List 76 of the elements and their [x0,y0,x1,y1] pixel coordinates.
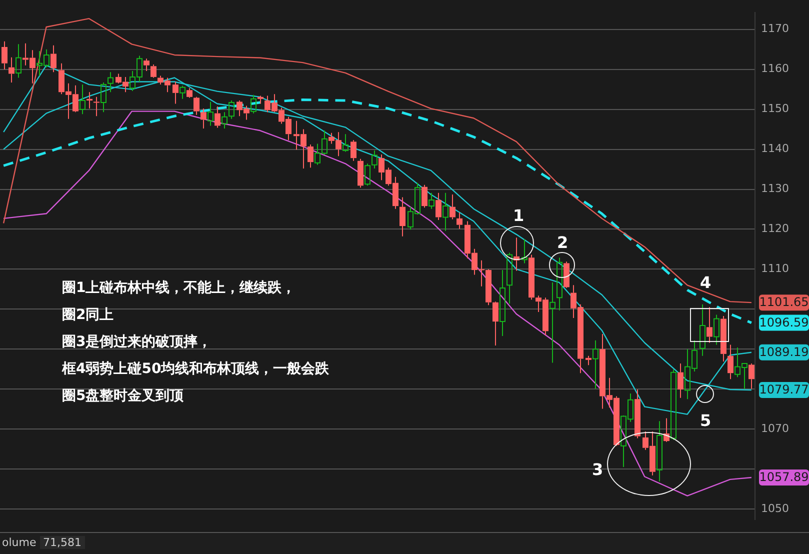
y-tick-label: 1160 [761,62,789,76]
candlestick [350,140,356,162]
candlestick [8,56,14,84]
candlestick [486,268,492,306]
candlestick [456,212,462,230]
data-label: 1101.65 [759,295,809,310]
candlestick [108,72,114,93]
annotation: 5 [700,411,712,430]
candlestick [86,92,92,110]
annotation: 框4弱势上碰50均线和布林顶线，一般会跌 [62,360,330,378]
candlestick [222,112,228,130]
candlestick [678,363,684,398]
candlestick [492,301,498,346]
candlestick [258,95,264,104]
candlestick [506,252,512,304]
annotation: 4 [700,273,712,292]
y-tick-label: 1120 [761,222,789,236]
text: 71,581 [40,536,84,549]
candlestick [700,304,706,356]
y-tick-label: 1130 [761,182,789,196]
candlestick [634,389,640,439]
candlestick [706,306,712,344]
candlestick [342,134,348,152]
candlestick [528,254,534,300]
candlestick [80,84,86,115]
data-label: 1057.89 [759,470,809,484]
candlestick [586,355,592,366]
candlestick [186,88,192,98]
annotation: 圈1上碰布林中线，不能上，继续跌， [62,279,296,297]
candlestick [442,192,448,232]
annotation: 圈3是倒过来的破顶摔， [62,333,212,351]
candlestick [2,40,8,70]
candlestick [436,192,442,221]
candlestick [400,196,406,237]
y-tick-label: 1170 [761,22,789,36]
y-tick-label: 1150 [761,102,789,116]
candlestick [358,158,364,188]
annotation: 圈2同上 [62,306,114,324]
candlestick [172,81,178,104]
candlestick [556,257,562,311]
candlestick [550,282,556,364]
annotation: 2 [557,233,568,252]
candlestick [522,238,528,264]
candlestick [50,44,56,73]
candlestick [428,192,434,210]
annotation: 1 [513,206,524,225]
candlestick [308,144,314,168]
y-tick-label: 1140 [761,142,789,156]
y-tick-label: 1050 [761,502,789,515]
candlestick [100,82,106,113]
annotation: 圈5盘整时金叉到顶 [62,387,184,405]
data-label: 1089.19 [759,344,809,359]
candlestick [180,85,186,100]
annotation: 3 [592,460,604,479]
candlestick [94,96,100,117]
data-label: 1096.59 [759,315,809,330]
y-tick-label: 1110 [761,262,789,276]
candlestick [592,340,598,390]
candlestick [720,315,726,362]
text: olume [2,536,36,549]
candlestick [564,261,570,288]
candlestick [450,194,456,220]
y-tick-label: 1070 [761,422,789,435]
data-label: 1079.77 [759,382,809,397]
candlestick [208,101,214,126]
candlestick [656,420,662,482]
candlestick [714,314,720,346]
line-series [2,98,753,324]
candlestick [16,44,22,78]
candlestick [200,108,206,130]
candlestick [728,344,734,380]
candlestick [422,184,428,208]
candlestick [144,58,150,72]
candlestick [748,363,754,390]
candlestick [500,269,506,336]
candlestick [214,106,220,128]
